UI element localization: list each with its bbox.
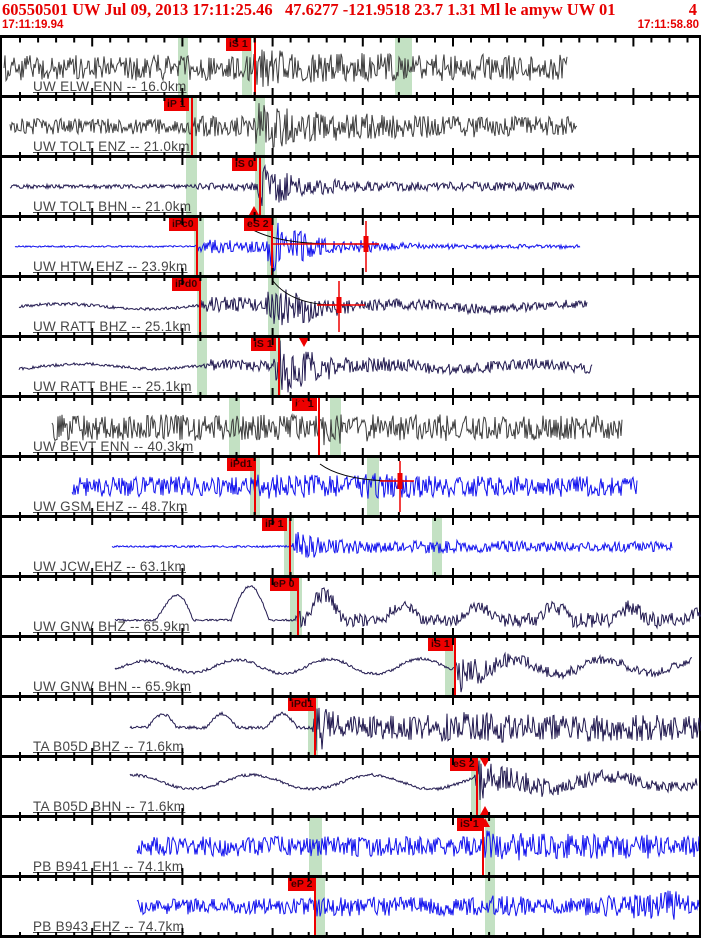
trace-row[interactable]: iP 1 UW TOLT ENZ -- 21.0km	[2, 98, 699, 158]
phase-pick-label[interactable]: eS 2	[450, 758, 478, 771]
phase-pick-label[interactable]: iPc0	[169, 218, 197, 231]
phase-pick-label[interactable]: iPd1	[288, 698, 317, 711]
amplitude-marker-icon[interactable]	[296, 398, 306, 407]
phase-pick-label[interactable]: eS 2	[244, 218, 272, 231]
header: 60550501 UW Jul 09, 2013 17:11:25.46 47.…	[0, 0, 701, 35]
station-label: UW TOLT ENZ -- 21.0km	[33, 139, 190, 154]
trace-row[interactable]: iS 1 UW ELW ENN -- 16.0km	[2, 38, 699, 98]
phase-pick-label[interactable]: iS 1	[226, 38, 251, 51]
station-label: UW HTW EHZ -- 23.9km	[33, 259, 188, 274]
trace-row[interactable]: eP 0 UW GNW BHZ -- 65.9km	[2, 578, 701, 638]
trace-row[interactable]: iS 1 PB B941 EH1 -- 74.1km	[2, 818, 700, 878]
amplitude-marker-icon[interactable]	[249, 206, 259, 215]
phase-pick-label[interactable]: iP 1	[164, 98, 189, 111]
phase-pick-line[interactable]	[289, 518, 291, 575]
phase-pick-line[interactable]	[318, 398, 320, 455]
phase-pick-label[interactable]: iS 1	[457, 818, 482, 831]
station-label: PB B943 EHZ -- 74.7km	[33, 919, 185, 934]
trace-row[interactable]: iPc0 eS 2 UW HTW EHZ -- 23.9km	[2, 218, 699, 278]
event-title-row: 60550501 UW Jul 09, 2013 17:11:25.46 47.…	[0, 0, 701, 19]
station-label: PB B941 EH1 -- 74.1km	[33, 859, 184, 874]
phase-pick-label[interactable]: iPd0	[172, 278, 201, 291]
station-label: UW TOLT BHN -- 21.0km	[33, 199, 192, 214]
phase-pick-label[interactable]: iPd1	[227, 458, 256, 471]
phase-pick-label[interactable]: iS 1	[251, 338, 276, 351]
trace-area[interactable]: iS 1 UW ELW ENN -- 16.0km iP 1 UW TOLT ENZ …	[0, 35, 701, 938]
phase-pick-label[interactable]: iS 1	[428, 638, 453, 651]
amplitude-marker-icon[interactable]	[480, 758, 490, 767]
trace-row[interactable]: iPd1 UW GSM EHZ -- 48.7km	[2, 458, 699, 518]
phase-pick-label[interactable]: eP 2	[288, 878, 316, 891]
phase-pick-line[interactable]	[254, 38, 256, 95]
trace-row[interactable]: eP 2 PB B943 EHZ -- 74.7km	[2, 878, 700, 938]
phase-pick-label[interactable]: eP 0	[270, 578, 298, 591]
station-label: UW RATT BHZ -- 25.1km	[33, 319, 192, 334]
trace-row[interactable]: iS 0 UW TOLT BHN -- 21.0km	[2, 158, 699, 218]
time-row: 17:11:19.94 17:11:58.80	[0, 19, 701, 32]
station-label: UW BEVT ENN -- 40.3km	[33, 439, 194, 454]
amplitude-marker-icon[interactable]	[480, 818, 490, 827]
phase-pick-line[interactable]	[454, 638, 456, 695]
trace-row[interactable]: eS 2 TA B05D BHN -- 71.6km	[2, 758, 699, 818]
trace-row[interactable]: iP 1 UW JCW EHZ -- 63.1km	[2, 518, 699, 578]
event-flag: 4	[688, 0, 697, 19]
trace-row[interactable]: iPd0 UW RATT BHZ -- 25.1km	[2, 278, 699, 338]
trace-row[interactable]: iS 1 UW BEVT ENN -- 40.3km	[2, 398, 699, 458]
phase-pick-line[interactable]	[191, 98, 193, 155]
station-label: TA B05D BHN -- 71.6km	[33, 799, 186, 814]
trace-row[interactable]: iS 1 UW GNW BHN -- 65.9km	[2, 638, 699, 698]
amplitude-marker-icon[interactable]	[480, 806, 490, 815]
window-end-time: 17:11:58.80	[637, 19, 699, 31]
station-label: UW RATT BHE -- 25.1km	[33, 379, 192, 394]
station-label: UW ELW ENN -- 16.0km	[33, 79, 187, 94]
amplitude-marker-icon[interactable]	[299, 338, 309, 347]
phase-pick-line[interactable]	[278, 338, 280, 395]
station-label: UW GNW BHN -- 65.9km	[33, 679, 192, 694]
coda-decay-curve	[272, 280, 337, 306]
event-title: 60550501 UW Jul 09, 2013 17:11:25.46 47.…	[2, 0, 616, 19]
coda-decay-curve	[319, 463, 398, 482]
window-start-time: 17:11:19.94	[2, 19, 64, 31]
phase-pick-line[interactable]	[259, 158, 261, 215]
station-label: TA B05D BHZ -- 71.6km	[33, 739, 184, 754]
station-label: UW JCW EHZ -- 63.1km	[33, 559, 186, 574]
trace-row[interactable]: iPd1 TA B05D BHZ -- 71.6km	[2, 698, 701, 758]
trace-row[interactable]: iS 1 UW RATT BHE -- 25.1km	[2, 338, 699, 398]
station-label: UW GNW BHZ -- 65.9km	[33, 619, 190, 634]
phase-pick-label[interactable]: iP 1	[262, 518, 287, 531]
phase-pick-label[interactable]: iS 0	[232, 158, 257, 171]
station-label: UW GSM EHZ -- 48.7km	[33, 499, 188, 514]
